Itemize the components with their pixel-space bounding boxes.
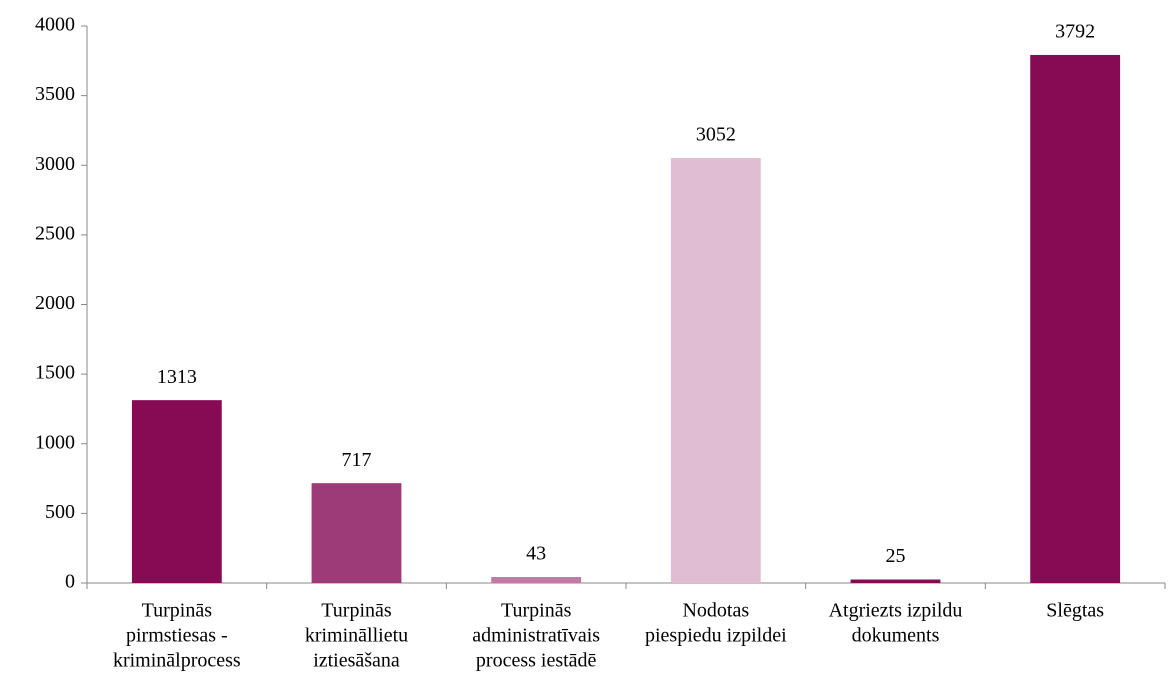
x-tick-label: krimināllietu — [305, 625, 408, 647]
data-label: 717 — [342, 449, 372, 471]
bar — [670, 158, 761, 583]
y-tick-label: 2500 — [35, 222, 75, 244]
x-tick-label: process iestādē — [476, 650, 597, 672]
y-tick-label: 1000 — [35, 431, 75, 453]
x-tick-label: Slēgtas — [1046, 600, 1104, 622]
data-label: 3792 — [1055, 21, 1095, 43]
x-tick-label: pirmstiesas - — [126, 625, 228, 647]
data-label: 1313 — [157, 366, 197, 388]
y-tick-label: 1500 — [35, 362, 75, 384]
y-tick-label: 500 — [45, 501, 75, 523]
y-tick-label: 3000 — [35, 153, 75, 175]
x-tick-label: administratīvais — [472, 625, 600, 647]
bar — [131, 400, 222, 583]
data-label: 43 — [526, 543, 546, 565]
y-tick-label: 3500 — [35, 83, 75, 105]
bar — [1030, 54, 1121, 584]
x-tick-label: Turpinās — [142, 600, 213, 622]
x-tick-label: Nodotas — [682, 600, 749, 622]
y-tick-label: 4000 — [35, 14, 75, 36]
x-tick-label: piespiedu izpildei — [645, 625, 787, 647]
x-tick-label: dokuments — [852, 625, 940, 647]
bar — [491, 577, 582, 583]
y-tick-label: 2000 — [35, 292, 75, 314]
x-tick-label: kriminālprocess — [113, 650, 241, 672]
x-tick-label: Turpinās — [501, 600, 572, 622]
x-tick-label: iztiesāšana — [313, 650, 400, 672]
bar — [850, 579, 941, 583]
x-tick-label: Atgriezts izpildu — [829, 600, 963, 622]
bar — [311, 483, 402, 583]
y-tick-label: 0 — [65, 571, 75, 593]
data-label: 3052 — [696, 124, 736, 146]
x-tick-label: Turpinās — [321, 600, 392, 622]
data-label: 25 — [886, 545, 906, 567]
